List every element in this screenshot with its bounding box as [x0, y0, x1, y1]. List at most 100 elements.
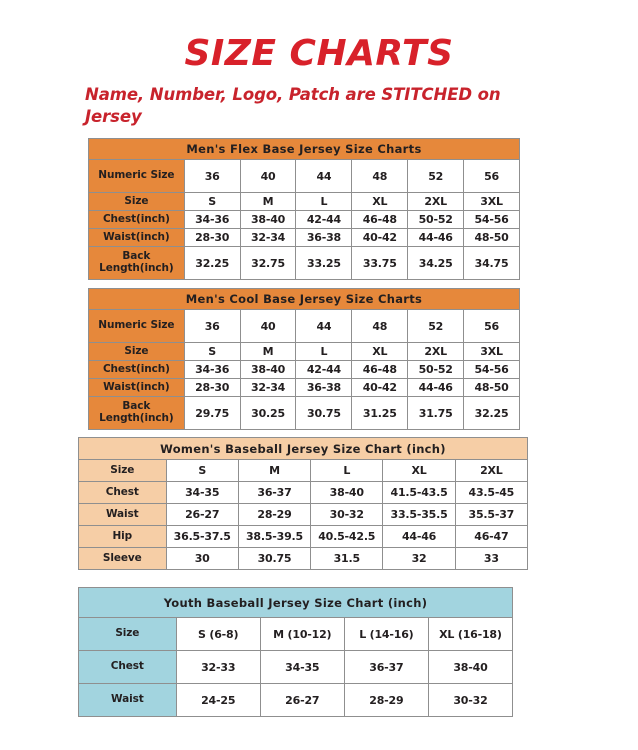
table-title-row: Youth Baseball Jersey Size Chart (inch) [78, 587, 513, 618]
cell: 48-50 [463, 378, 520, 397]
table-title: Men's Flex Base Jersey Size Charts [88, 138, 520, 160]
cell: 36-37 [343, 650, 429, 684]
cell: M [237, 459, 312, 482]
cell: 32.75 [239, 246, 297, 280]
cell: 50-52 [407, 210, 465, 229]
cell: 31.5 [310, 547, 384, 570]
cell: 46-48 [351, 360, 409, 379]
cell: 32-34 [239, 378, 297, 397]
mens-cool-base-size-table: Men's Cool Base Jersey Size Charts Numer… [88, 288, 520, 430]
table-row: Back Length(inch) 32.25 32.75 33.25 33.7… [88, 246, 520, 280]
cell: 2XL [454, 459, 529, 482]
cell: 46-47 [454, 525, 529, 548]
cell: 42-44 [295, 210, 353, 229]
cell: XL [351, 192, 409, 211]
cell: 34-35 [165, 481, 239, 504]
cell: XL [351, 342, 409, 361]
cell: L [295, 192, 353, 211]
row-label: Sleeve [78, 547, 167, 570]
page-subtitle: Name, Number, Logo, Patch are STITCHED o… [85, 85, 501, 126]
cell: 36-38 [295, 378, 353, 397]
cell: 48-50 [463, 228, 520, 247]
cell: 44 [295, 159, 353, 193]
cell: 40-42 [351, 228, 409, 247]
cell: 38-40 [310, 481, 384, 504]
cell: S [165, 459, 239, 482]
cell: 38-40 [427, 650, 514, 684]
cell: 2XL [407, 192, 465, 211]
table-row: Chest(inch) 34-36 38-40 42-44 46-48 50-5… [88, 360, 520, 379]
cell: 30.25 [239, 396, 297, 430]
cell: M (10-12) [259, 617, 345, 651]
cell: S [183, 342, 241, 361]
cell: 32-33 [175, 650, 261, 684]
cell: 56 [463, 159, 520, 193]
cell: XL [382, 459, 456, 482]
row-label: Back Length(inch) [88, 396, 185, 430]
row-label: Numeric Size [88, 159, 185, 193]
row-label: Chest(inch) [88, 360, 185, 379]
cell: 33.25 [295, 246, 353, 280]
row-label: Back Length(inch) [88, 246, 185, 280]
cell: 36.5-37.5 [165, 525, 239, 548]
cell: 44-46 [407, 378, 465, 397]
table-row: Waist 26-27 28-29 30-32 33.5-35.5 35.5-3… [78, 503, 529, 526]
row-label: Numeric Size [88, 309, 185, 343]
table-row: Chest 34-35 36-37 38-40 41.5-43.5 43.5-4… [78, 481, 529, 504]
cell: 48 [351, 309, 409, 343]
cell: XL (16-18) [427, 617, 514, 651]
row-label: Hip [78, 525, 167, 548]
row-label: Waist [78, 683, 177, 717]
cell: 40.5-42.5 [310, 525, 384, 548]
table-row: Chest 32-33 34-35 36-37 38-40 [78, 650, 514, 684]
cell: 33 [454, 547, 529, 570]
cell: 40 [239, 159, 297, 193]
cell: 44-46 [407, 228, 465, 247]
row-label: Size [78, 617, 177, 651]
cell: 30.75 [237, 547, 312, 570]
cell: 50-52 [407, 360, 465, 379]
cell: 32 [382, 547, 456, 570]
table-title-row: Men's Flex Base Jersey Size Charts [88, 138, 520, 160]
table-title: Youth Baseball Jersey Size Chart (inch) [78, 587, 513, 618]
table-row: Waist 24-25 26-27 28-29 30-32 [78, 683, 514, 717]
cell: 56 [463, 309, 520, 343]
table-title: Men's Cool Base Jersey Size Charts [88, 288, 520, 310]
table-row: Size S M L XL 2XL 3XL [88, 192, 520, 211]
table-row: Size S (6-8) M (10-12) L (14-16) XL (16-… [78, 617, 514, 651]
cell: 32.25 [183, 246, 241, 280]
table-row: Size S M L XL 2XL 3XL [88, 342, 520, 361]
table-row: Waist(inch) 28-30 32-34 36-38 40-42 44-4… [88, 378, 520, 397]
table-row: Numeric Size 36 40 44 48 52 56 [88, 309, 520, 343]
cell: 54-56 [463, 360, 520, 379]
cell: 38-40 [239, 210, 297, 229]
cell: 30.75 [295, 396, 353, 430]
table-row: Hip 36.5-37.5 38.5-39.5 40.5-42.5 44-46 … [78, 525, 529, 548]
table-row: Numeric Size 36 40 44 48 52 56 [88, 159, 520, 193]
cell: 3XL [463, 192, 520, 211]
cell: 52 [407, 309, 465, 343]
cell: 31.25 [351, 396, 409, 430]
row-label: Size [88, 342, 185, 361]
cell: 42-44 [295, 360, 353, 379]
cell: 28-30 [183, 228, 241, 247]
mens-flex-base-size-table: Men's Flex Base Jersey Size Charts Numer… [88, 138, 520, 280]
cell: S [183, 192, 241, 211]
table-row: Chest(inch) 34-36 38-40 42-44 46-48 50-5… [88, 210, 520, 229]
cell: 34-35 [259, 650, 345, 684]
cell: 28-29 [237, 503, 312, 526]
cell: 34.75 [463, 246, 520, 280]
cell: 33.75 [351, 246, 409, 280]
cell: S (6-8) [175, 617, 261, 651]
cell: 30-32 [310, 503, 384, 526]
cell: 28-30 [183, 378, 241, 397]
row-label: Size [88, 192, 185, 211]
cell: 36-38 [295, 228, 353, 247]
table-row: Back Length(inch) 29.75 30.25 30.75 31.2… [88, 396, 520, 430]
cell: 44-46 [382, 525, 456, 548]
cell: L (14-16) [343, 617, 429, 651]
table-row: Waist(inch) 28-30 32-34 36-38 40-42 44-4… [88, 228, 520, 247]
cell: M [239, 192, 297, 211]
cell: 28-29 [343, 683, 429, 717]
cell: 44 [295, 309, 353, 343]
